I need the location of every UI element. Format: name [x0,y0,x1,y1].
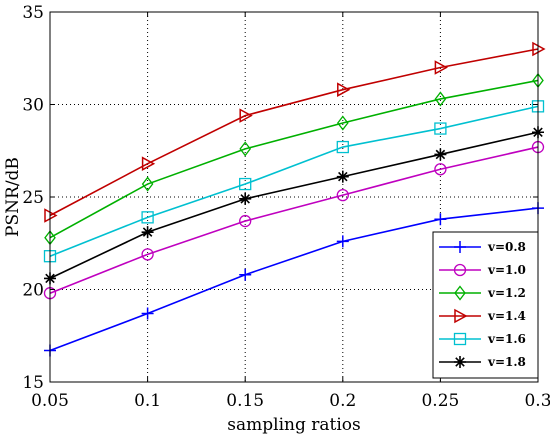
legend-label: v=1.8 [487,355,526,369]
legend-item: v=0.8 [439,240,526,254]
series-line [49,131,539,280]
x-tick-label: 0.25 [421,391,459,411]
square-marker [453,332,467,346]
legend-item: v=1.8 [439,355,526,369]
star-marker [336,170,349,183]
square-marker [239,177,252,191]
circle-marker [141,248,154,261]
plus-marker [141,307,154,320]
x-tick-label: 0.05 [31,391,69,411]
diamond-marker [239,141,252,157]
series-v-0-8 [44,202,544,357]
triangle-right-marker [239,108,253,123]
x-tick-label: 0.3 [524,391,550,411]
circle-marker [336,188,349,202]
square-marker [434,122,447,135]
star-marker [454,356,466,368]
legend-label: v=1.6 [487,332,526,346]
series-line [49,146,539,294]
plus-marker [434,213,447,226]
series-layer [43,41,546,357]
series-v-1-4 [44,41,546,223]
x-tick-labels: 0.05 0.1 0.15 0.2 0.25 0.3 [31,391,550,411]
legend: v=0.8 v=1.0 v=1.2 v=1.4 v=1.6 v=1.8 [432,231,539,379]
plus-marker [454,241,466,253]
legend-item: v=1.0 [439,263,526,277]
series-line [49,105,539,257]
legend-label: v=1.0 [487,263,526,277]
y-tick-label: 20 [22,281,44,301]
legend-item: v=1.2 [439,285,526,301]
legend-label: v=0.8 [487,240,526,254]
star-marker [239,192,252,205]
circle-marker [239,214,252,228]
star-marker [141,226,154,239]
triangle-right-marker [434,60,448,75]
y-tick-label: 15 [22,373,44,393]
circle-marker [453,263,467,277]
x-axis-label: sampling ratios [227,415,360,435]
tick-marks [49,11,539,383]
diamond-marker [141,176,154,192]
circle-marker [434,163,447,176]
legend-label: v=1.4 [487,309,526,323]
x-tick-label: 0.15 [226,391,264,411]
legend-item: v=1.4 [439,308,526,324]
y-tick-labels: 15 20 25 30 35 [22,3,44,393]
legend-box [432,231,539,379]
diamond-marker [434,91,447,107]
y-tick-label: 25 [22,188,44,208]
plus-marker [239,268,252,281]
star-marker [434,148,447,161]
square-marker [141,211,154,224]
square-marker [336,140,349,154]
triangle-right-marker [141,156,156,171]
x-tick-label: 0.1 [134,391,161,411]
triangle-right-marker [337,82,351,97]
y-axis-label: PSNR/dB [3,157,23,237]
series-line [49,207,539,352]
plus-marker [336,235,349,248]
diamond-marker [336,115,349,131]
legend-item: v=1.6 [439,332,526,346]
diamond-marker [454,285,466,301]
y-tick-label: 30 [22,96,44,116]
x-tick-label: 0.2 [329,391,356,411]
legend-label: v=1.2 [487,286,526,300]
triangle-right-marker [454,308,468,324]
series-line [49,48,539,217]
series-line [49,79,539,239]
y-tick-label: 35 [22,3,44,23]
